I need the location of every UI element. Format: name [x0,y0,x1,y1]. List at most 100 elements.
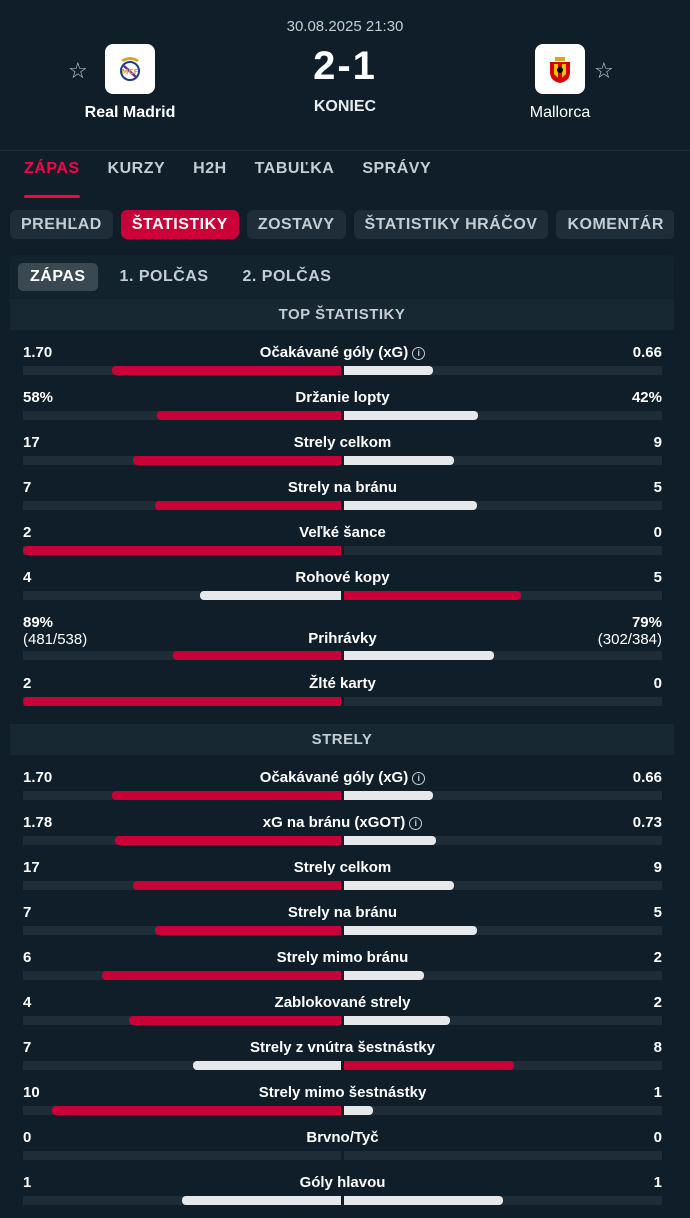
stat-label-text: Držanie lopty [295,389,390,406]
stat-label-text: Strely celkom [293,434,392,451]
away-bar-track [344,836,662,845]
stat-row: 89% (481/538) Prihrávky 79% (302/384) [23,614,662,660]
subtab-prehlad[interactable]: PREHĽAD [10,210,113,239]
stat-label: Držanie lopty [23,389,662,407]
home-bar-fill [115,836,341,845]
period-tab-first-half[interactable]: 1. POLČAS [119,268,209,285]
home-team-logo: MCF [105,44,155,94]
period-tab-second-half[interactable]: 2. POLČAS [242,268,332,285]
stat-label: Strely mimo šestnástky [23,1084,662,1102]
away-bar-track [344,1151,662,1160]
away-stat-main: 79% [631,614,662,631]
away-bar-track [344,1016,662,1025]
home-bar-fill [112,791,341,800]
stat-label-text: Brvno/Tyč [306,1129,379,1146]
home-stat-main: 4 [23,569,32,586]
tab-spravy[interactable]: SPRÁVY [362,160,432,177]
sub-tabs: PREHĽAD ŠTATISTIKY ZOSTAVY ŠTATISTIKY HR… [10,210,674,239]
subtab-statistiky[interactable]: ŠTATISTIKY [120,210,239,239]
stat-label-text: Očakávané góly (xG) [259,344,409,361]
home-bar-fill [133,881,341,890]
match-status: KONIEC [313,98,377,115]
away-bar-fill [344,836,436,845]
away-stat-value: 1 [654,1174,662,1192]
away-bar-track [344,1106,662,1115]
home-stat-main: 6 [23,949,32,966]
home-stat-main: 1.78 [23,814,53,831]
home-bar-track [23,591,341,600]
home-bar-track [23,791,341,800]
away-bar-track [344,926,662,935]
stat-label: Strely celkom [23,859,662,877]
stat-label: Strely na bránu [23,904,662,922]
home-stat-value: 89% (481/538) [23,614,87,648]
away-team[interactable]: Mallorca [460,44,660,122]
home-bar-fill [52,1106,341,1115]
away-bar-track [344,546,662,555]
home-stat-main: 2 [23,524,32,541]
stat-label: Prihrávky [23,630,662,648]
tab-tabulka[interactable]: TABUĽKA [254,160,335,177]
away-stat-value: 5 [654,569,662,587]
stat-row: 10 Strely mimo šestnástky 1 [23,1084,662,1129]
home-bar-fill [133,456,341,465]
tab-h2h[interactable]: H2H [193,160,227,177]
stat-label-text: Góly hlavou [299,1174,386,1191]
stat-label: Strely na bránu [23,479,662,497]
home-bar-fill [173,651,341,660]
home-stat-main: 7 [23,479,32,496]
period-tab-zapas[interactable]: ZÁPAS [18,263,98,291]
home-stat-main: 1.70 [23,769,53,786]
away-stat-value: 5 [654,479,662,497]
away-bar-track [344,456,662,465]
stat-label-text: xG na bránu (xGOT) [262,814,406,831]
away-bar-track [344,366,662,375]
info-icon[interactable]: i [412,347,426,360]
section-header: TOP ŠTATISTIKY [10,299,674,330]
stat-row: 17 Strely celkom 9 [23,859,662,904]
favorite-home-star-icon[interactable]: ☆ [68,58,88,83]
stat-label: Očakávané góly (xG) i [23,344,662,362]
away-bar-fill [344,501,477,510]
subtab-statistiky-hracov[interactable]: ŠTATISTIKY HRÁČOV [353,210,549,239]
stat-label-text: Rohové kopy [295,569,390,586]
home-bar-fill [102,971,341,980]
away-bar-fill [344,881,454,890]
stat-label: xG na bránu (xGOT) i [23,814,662,832]
away-stat-main: 5 [653,904,662,921]
stat-row: 2 Veľké šance 0 [23,524,662,569]
away-stat-value: 8 [654,1039,662,1057]
mallorca-crest-icon [550,57,570,83]
stat-label-text: Prihrávky [308,630,377,647]
stat-row: 1.70 Očakávané góly (xG) i 0.66 [23,769,662,814]
home-bar-track [23,836,341,845]
stat-label-text: Žlté karty [309,675,376,692]
away-stat-main: 9 [653,434,662,451]
away-bar-fill [344,591,521,600]
away-team-logo [535,44,585,94]
away-bar-fill [344,1061,514,1070]
stat-label-text: Veľké šance [299,524,386,541]
tab-kurzy[interactable]: KURZY [107,160,166,177]
away-bar-track [344,791,662,800]
stat-label-text: Strely na bránu [287,479,398,496]
home-bar-track [23,1106,341,1115]
tab-zapas[interactable]: ZÁPAS [24,160,80,198]
stat-label-text: Strely celkom [293,859,392,876]
subtab-komentar[interactable]: KOMENTÁR [556,210,674,239]
subtab-zostavy[interactable]: ZOSTAVY [246,210,346,239]
svg-text:MCF: MCF [122,68,139,76]
away-stat-value: 2 [654,994,662,1012]
away-stat-main: 1 [653,1174,662,1191]
away-stat-main: 0 [653,1129,662,1146]
home-team[interactable]: MCF Real Madrid [30,44,230,122]
away-stat-main: 42% [631,389,662,406]
away-bar-track [344,501,662,510]
home-bar-fill [129,1016,341,1025]
away-bar-fill [344,456,454,465]
home-bar-fill [23,546,341,555]
stat-row: 7 Strely z vnútra šestnástky 8 [23,1039,662,1084]
info-icon[interactable]: i [412,772,426,785]
info-icon[interactable]: i [409,817,423,830]
favorite-away-star-icon[interactable]: ☆ [594,58,614,83]
